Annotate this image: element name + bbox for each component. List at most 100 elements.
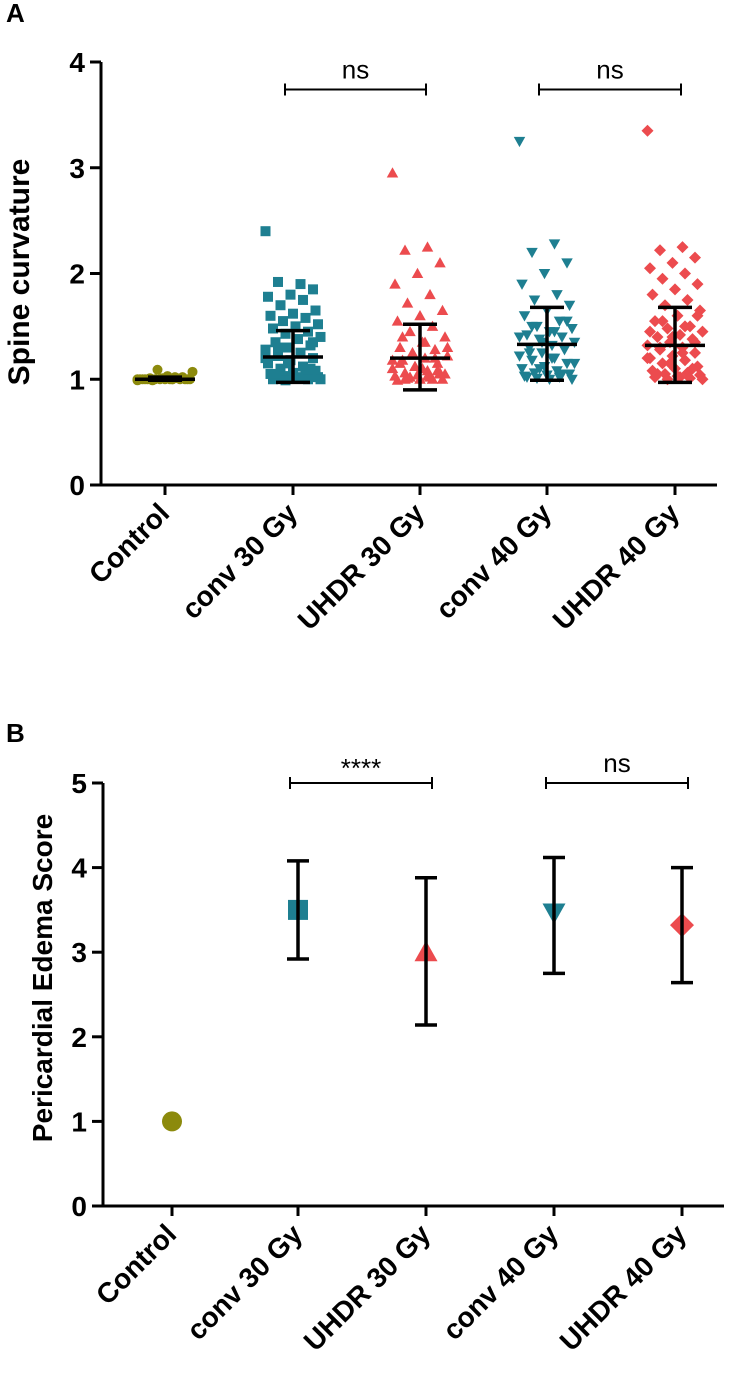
panel-a-point-conv-40-gy-46	[513, 332, 526, 343]
panel-a-point-conv-30-gy-15	[268, 323, 278, 334]
panel-a-errorbar-uhdr-40-gy	[645, 305, 705, 385]
panel-a-point-uhdr-30-gy-8	[436, 304, 449, 316]
panel-a-point-uhdr-40-gy-47	[676, 346, 689, 359]
panel-b-y-tick-label-5: 5	[71, 768, 87, 799]
panel-a-point-conv-30-gy-42	[293, 372, 303, 383]
panel-a-point-conv-40-gy-31	[563, 369, 576, 380]
panel-b-y-tick-label-1: 1	[71, 1106, 87, 1137]
panel-a-category-label-conv-30-gy: conv 30 Gy	[176, 497, 304, 625]
panel-a-point-uhdr-30-gy-6	[424, 288, 436, 300]
panel-a-point-uhdr-30-gy-42	[419, 336, 431, 347]
panel-a-point-uhdr-40-gy-6	[679, 267, 691, 280]
panel-a-point-conv-30-gy-4	[285, 289, 296, 300]
panel-a-point-uhdr-40-gy-18	[696, 325, 709, 338]
panel-a-point-uhdr-30-gy-23	[386, 362, 399, 374]
panel-a-point-conv-40-gy-49	[561, 316, 573, 327]
panel-a-point-conv-30-gy-2	[273, 276, 283, 287]
panel-a-point-uhdr-30-gy-2	[399, 244, 411, 255]
panel-a-point-uhdr-30-gy-34	[426, 373, 439, 384]
panel-a-category-label-control: Control	[83, 497, 175, 589]
panel-a-point-conv-30-gy-13	[313, 319, 323, 330]
panel-a-point-conv-40-gy-36	[566, 374, 578, 385]
panel-a-point-conv-30-gy-29	[298, 361, 308, 372]
panel-b-category-label-control: Control	[90, 1218, 182, 1310]
panel-a-point-uhdr-40-gy-51	[644, 325, 656, 338]
panel-a-y-tick-label-2: 2	[69, 259, 85, 290]
panel-a-point-conv-40-gy-47	[548, 327, 561, 338]
panel-a-point-uhdr-40-gy-26	[689, 346, 701, 359]
panel-a-point-conv-30-gy-48	[273, 342, 283, 353]
panel-a-point-uhdr-40-gy-45	[664, 357, 676, 370]
panel-a-point-conv-40-gy-7	[528, 295, 541, 306]
panel-a-errorbar-conv-30-gy	[263, 328, 323, 385]
panel-b-y-tick-label-4: 4	[71, 853, 87, 884]
panel-b-series-conv-30-gy	[287, 859, 309, 961]
panel-a-point-conv-30-gy-9	[288, 308, 298, 319]
panel-a-point-uhdr-40-gy-3	[689, 251, 701, 264]
panel-a-point-conv-30-gy-10	[265, 310, 276, 321]
panel-a-point-conv-30-gy-28	[263, 358, 273, 369]
panel-a-point-uhdr-40-gy-43	[651, 367, 664, 380]
panel-a-point-uhdr-40-gy-54	[691, 309, 704, 322]
panel-b-significance-bracket-1: ****	[289, 753, 433, 789]
panel-a-point-conv-40-gy-29	[551, 366, 563, 377]
panel-a-point-conv-30-gy-39	[303, 374, 313, 385]
panel-a-point-uhdr-40-gy-44	[686, 362, 699, 375]
panel-a-point-conv-40-gy-43	[523, 348, 536, 359]
panel-a-point-uhdr-30-gy-16	[429, 343, 441, 355]
panel-a-point-conv-40-gy-25	[526, 355, 538, 366]
panel-a-point-uhdr-30-gy-31	[436, 373, 449, 384]
panel-a-point-uhdr-40-gy-17	[661, 322, 674, 335]
panel-a-significance-bracket-2: ns	[538, 54, 682, 96]
panel-a-point-uhdr-40-gy-2	[654, 244, 666, 257]
panel-b-category-label-uhdr-30-gy: UHDR 30 Gy	[298, 1218, 437, 1357]
panel-a-point-conv-30-gy-5	[263, 291, 273, 302]
panel-b-series-control	[162, 1111, 182, 1132]
panel-a-y-tick-label-3: 3	[69, 153, 85, 184]
panel-a-point-uhdr-30-gy-4	[411, 267, 424, 278]
panel-a-point-uhdr-40-gy-20	[651, 330, 664, 343]
panel-a-point-conv-30-gy-23	[260, 344, 271, 355]
panel-a-point-conv-30-gy-41	[315, 374, 326, 385]
panel-a-category-label-uhdr-30-gy: UHDR 30 Gy	[292, 497, 431, 636]
panel-a-series-conv-30-gy	[260, 226, 326, 386]
panel-a-point-conv-30-gy-3	[308, 284, 318, 295]
panel-a-point-conv-30-gy-20	[270, 337, 281, 348]
panel-a-point-conv-30-gy-19	[293, 334, 303, 345]
panel-a-point-conv-40-gy-41	[568, 358, 581, 370]
panel-a-point-control-18	[187, 366, 198, 377]
panel-a-point-uhdr-40-gy-10	[646, 288, 659, 301]
panel-a-point-uhdr-40-gy-7	[656, 272, 669, 285]
panel-a-significance-label-2: ns	[596, 54, 623, 84]
panel-a-point-conv-30-gy-7	[275, 300, 286, 311]
panel-a-errorbar-conv-40-gy	[517, 305, 577, 383]
panel-a-point-conv-30-gy-0	[260, 226, 271, 237]
panel-a-point-uhdr-30-gy-15	[394, 341, 406, 353]
panel-a-point-conv-40-gy-1	[548, 239, 561, 250]
panel-b-series-uhdr-30-gy	[414, 876, 438, 1027]
panel-b-y-tick-label-3: 3	[71, 937, 87, 968]
panel-a-point-uhdr-30-gy-5	[389, 278, 401, 289]
panel-a-point-uhdr-30-gy-9	[414, 310, 426, 321]
panel-a-point-conv-30-gy-30	[275, 363, 286, 374]
panel-a-point-conv-30-gy-17	[280, 328, 291, 339]
panel-a-point-uhdr-40-gy-42	[674, 371, 686, 384]
panel-a-point-conv-40-gy-39	[556, 369, 568, 380]
panel-b-mean-marker-control	[162, 1111, 182, 1132]
panel-a-errorbar-uhdr-30-gy	[390, 322, 450, 392]
panel-a-point-uhdr-30-gy-7	[401, 297, 414, 308]
panel-b-significance-bracket-2: ns	[545, 748, 689, 789]
panel-a-point-control-17	[152, 364, 163, 375]
panel-a-point-conv-30-gy-45	[283, 358, 293, 369]
panel-b-errorbar-conv-40-gy	[543, 855, 565, 976]
panel-b-y-axis-label: Pericardial Edema Score	[27, 814, 58, 1142]
panel-a-point-uhdr-40-gy-48	[654, 341, 666, 354]
panel-a-point-uhdr-40-gy-1	[676, 241, 689, 254]
panel-a-point-conv-40-gy-11	[553, 316, 566, 327]
panel-a-point-uhdr-40-gy-11	[681, 293, 694, 306]
panel-a-y-axis-label: Spine curvature	[3, 159, 36, 386]
panel-a-point-conv-40-gy-23	[513, 351, 526, 362]
panel-a-point-conv-30-gy-22	[283, 342, 293, 353]
panel-a-point-conv-40-gy-42	[546, 353, 558, 364]
panel-a-point-conv-30-gy-40	[280, 375, 291, 386]
